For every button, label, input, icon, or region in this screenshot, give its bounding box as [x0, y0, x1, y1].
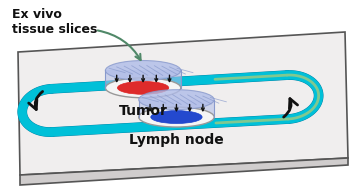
Polygon shape	[105, 70, 181, 88]
Text: Ex vivo
tissue slices: Ex vivo tissue slices	[12, 8, 97, 36]
Polygon shape	[139, 100, 214, 117]
Ellipse shape	[117, 81, 169, 94]
Ellipse shape	[105, 60, 181, 80]
Text: Tumor: Tumor	[119, 104, 167, 118]
Polygon shape	[18, 32, 348, 175]
Polygon shape	[20, 158, 348, 185]
Ellipse shape	[139, 107, 214, 127]
Ellipse shape	[105, 78, 181, 98]
Ellipse shape	[139, 90, 214, 110]
Ellipse shape	[151, 111, 202, 124]
Text: Lymph node: Lymph node	[129, 133, 224, 147]
